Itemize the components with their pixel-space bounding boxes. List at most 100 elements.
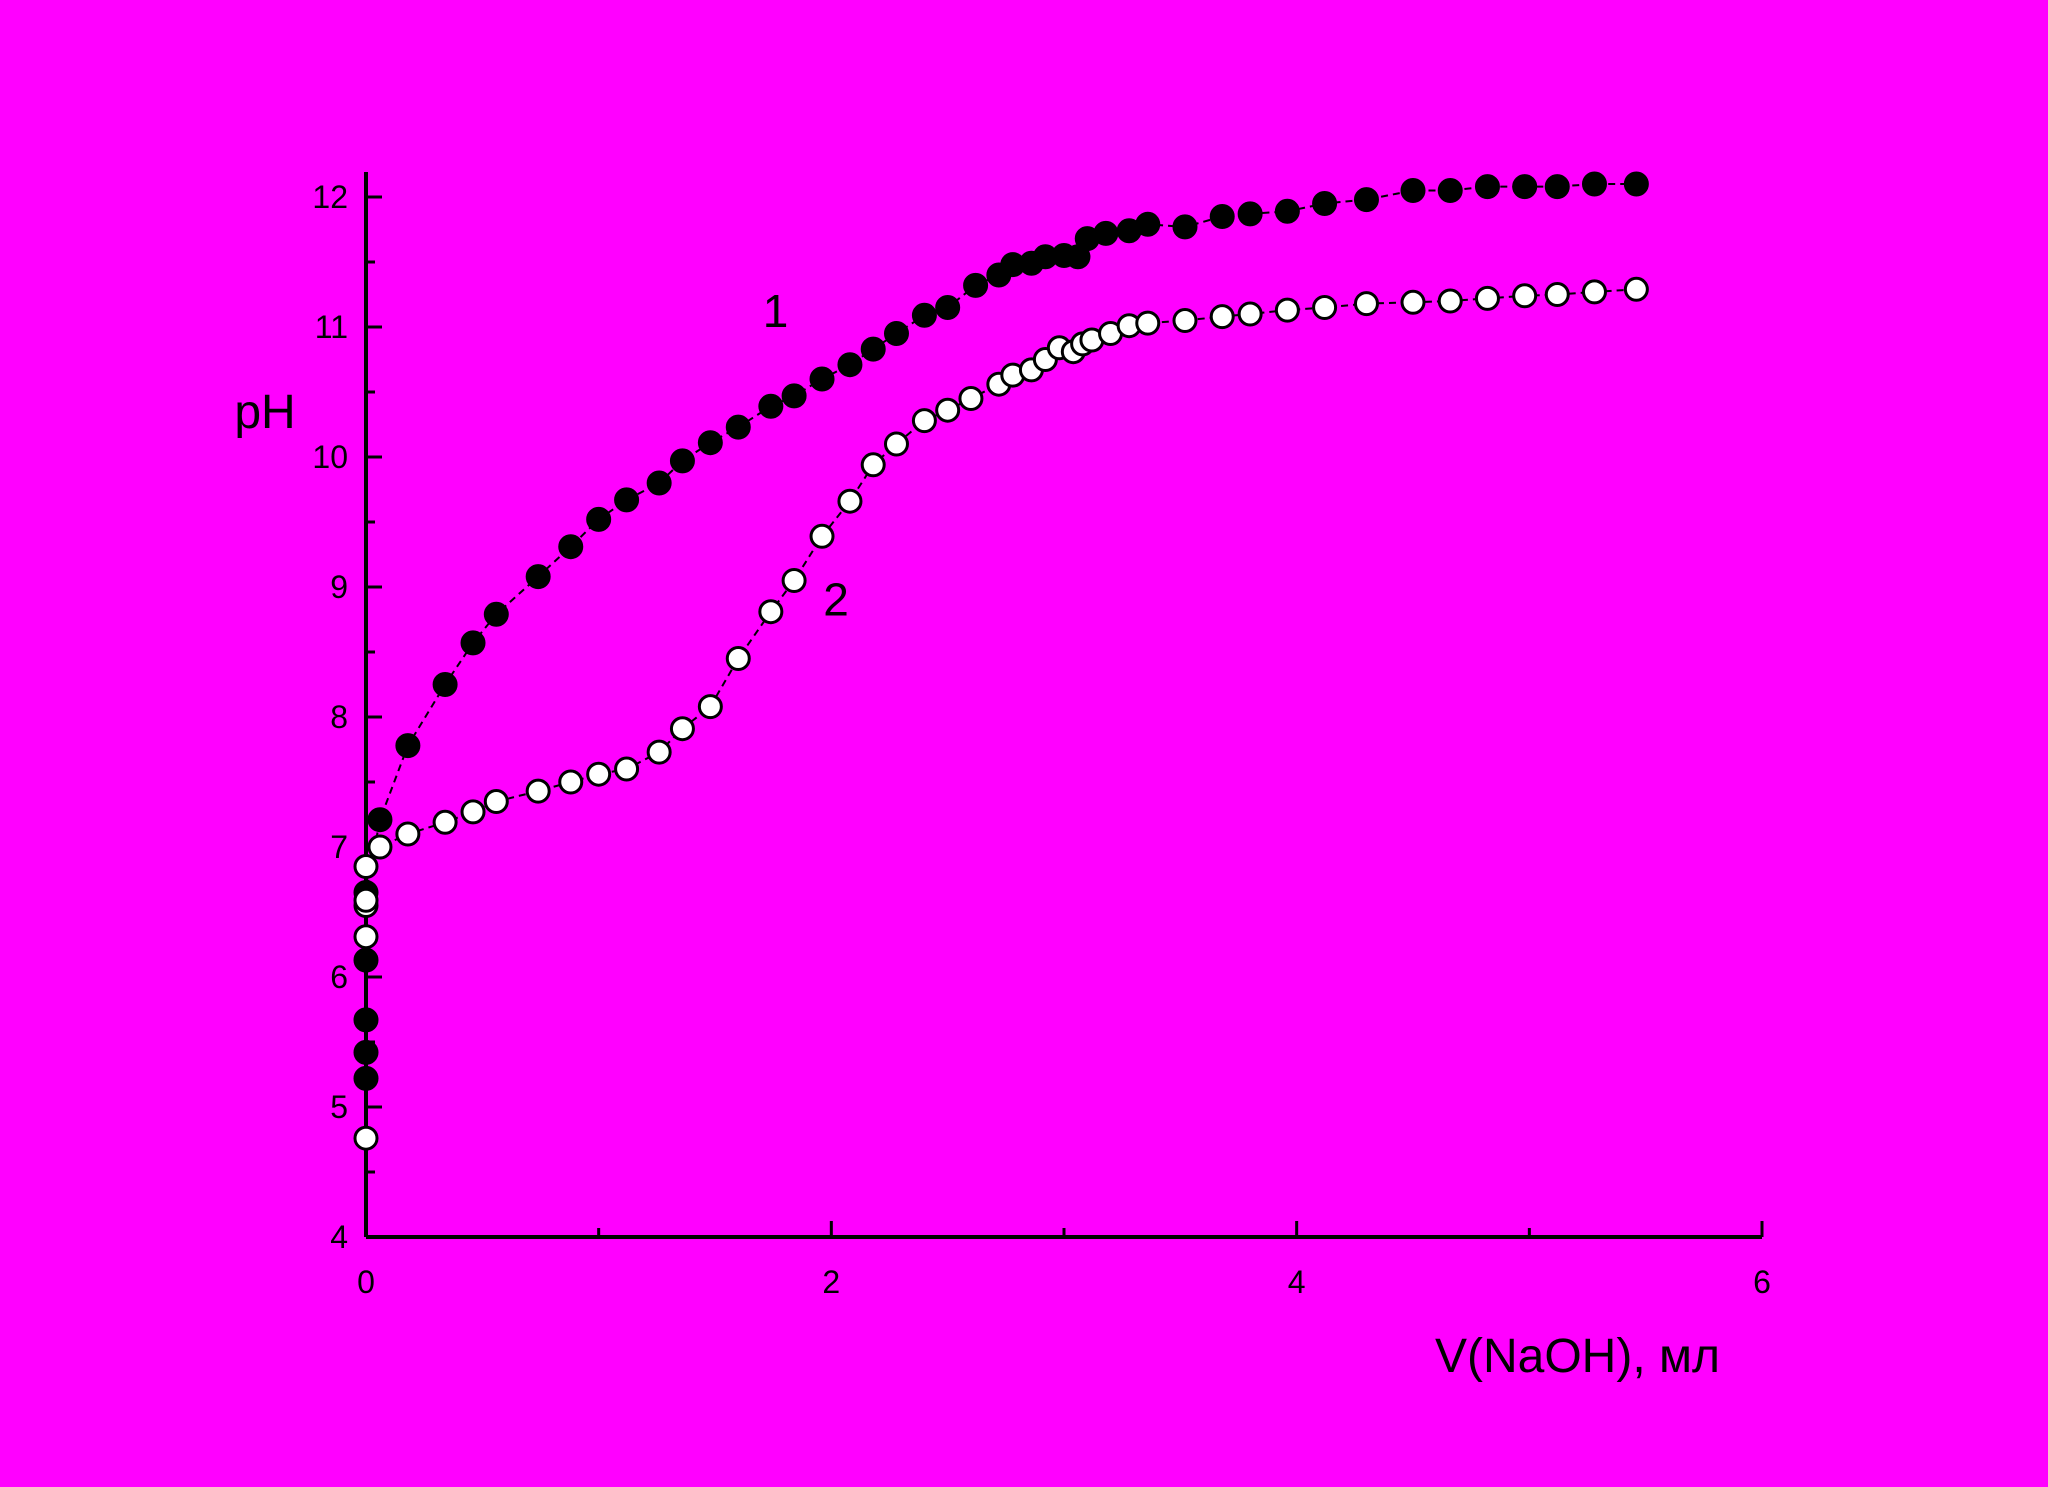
series-2-point: [935, 397, 961, 423]
series-1-point: [432, 672, 458, 697]
series-2-point: [483, 789, 509, 814]
series-2-point: [669, 716, 695, 742]
y-tick-label: 12: [312, 179, 348, 215]
series-2-point: [525, 778, 551, 804]
series-2-point: [353, 887, 379, 913]
series-1: 1: [353, 171, 1649, 1091]
series-2-point: [1474, 285, 1500, 311]
series-2-point: [725, 646, 751, 671]
y-tick-label: 6: [330, 959, 348, 995]
series-2-point: [1209, 304, 1235, 330]
series-1-point: [483, 601, 509, 627]
series-1-point: [725, 414, 751, 440]
series-1-point: [1093, 220, 1119, 246]
series-2: 2: [353, 276, 1649, 1151]
series-2-point: [1135, 310, 1161, 336]
series-1-point: [1209, 204, 1235, 229]
series-1-point: [586, 506, 612, 532]
series-1-point: [883, 321, 909, 346]
series-1-point: [1172, 214, 1198, 240]
series-1-point: [809, 366, 835, 392]
series-2-point: [911, 408, 937, 434]
x-tick-label: 0: [357, 1264, 375, 1300]
series-2-point: [1353, 291, 1379, 317]
x-axis-title: V(NaOH), мл: [1435, 1330, 1720, 1383]
series-2-point: [1623, 276, 1649, 302]
series-1-point: [353, 1007, 379, 1033]
series-2-point: [1172, 308, 1198, 333]
series-2-point: [958, 386, 984, 411]
series-2-point: [614, 756, 640, 782]
series-2-point: [395, 821, 421, 847]
series-2-point: [883, 431, 909, 457]
series-1-point: [1312, 191, 1338, 216]
series-1-point: [758, 393, 784, 419]
series-1-point: [1512, 174, 1538, 200]
series-2-point: [367, 834, 393, 860]
series-1-point: [935, 295, 961, 320]
series-1-point: [837, 352, 863, 378]
y-tick-label: 5: [330, 1089, 348, 1125]
series-2-point: [646, 739, 672, 765]
series-1-point: [395, 733, 421, 759]
series-2-point: [809, 523, 835, 549]
series-1-point: [697, 430, 723, 456]
x-tick-label: 4: [1288, 1264, 1306, 1300]
series-1-point: [1437, 178, 1463, 203]
series-1-point: [781, 383, 807, 409]
series-2-point: [353, 924, 379, 950]
series-1-point: [558, 534, 584, 560]
series-2-point: [697, 694, 723, 720]
series-2-label: 2: [823, 574, 849, 626]
series-1-point: [1544, 174, 1570, 200]
series-1-point: [646, 470, 672, 496]
y-tick-label: 11: [315, 309, 348, 345]
series-2-point: [460, 799, 486, 825]
series-2-point: [1237, 301, 1263, 327]
series-layer: 12: [353, 171, 1649, 1151]
series-2-point: [1400, 289, 1426, 315]
series-2-point: [1512, 283, 1538, 309]
y-axis-title: pH: [234, 386, 295, 439]
y-tick-label: 10: [312, 439, 348, 475]
series-2-point: [1581, 279, 1607, 305]
series-2-point: [860, 452, 886, 478]
series-1-point: [963, 272, 989, 298]
series-1-point: [911, 302, 937, 328]
series-1-point: [669, 448, 695, 474]
series-1-line: [365, 183, 1637, 1079]
series-1-label: 1: [763, 285, 789, 337]
series-2-point: [1437, 288, 1463, 314]
y-tick-label: 7: [330, 829, 348, 865]
series-2-point: [837, 488, 863, 514]
y-tick-label: 8: [330, 699, 348, 735]
y-tick-label: 4: [330, 1219, 348, 1255]
series-2-point: [558, 769, 584, 795]
series-2-point: [353, 1125, 379, 1151]
series-1-point: [1400, 178, 1426, 203]
series-1-point: [1474, 174, 1500, 200]
series-2-point: [353, 854, 379, 879]
series-1-point: [525, 564, 551, 590]
series-1-point: [860, 336, 886, 362]
y-tick-label: 9: [330, 569, 348, 605]
series-1-point: [614, 487, 640, 513]
axes: [364, 172, 1762, 1239]
series-2-point: [586, 761, 612, 787]
series-1-point: [367, 807, 393, 833]
series-2-point: [1274, 297, 1300, 323]
x-tick-label: 2: [822, 1264, 840, 1300]
series-1-point: [1353, 187, 1379, 213]
series-2-point: [432, 809, 458, 835]
series-1-point: [1237, 201, 1263, 227]
series-2-point: [758, 599, 784, 625]
series-2-point: [1544, 282, 1570, 307]
series-2-line: [365, 288, 1637, 1139]
series-1-point: [1135, 211, 1161, 237]
series-1-point: [1274, 198, 1300, 224]
series-1-point: [1623, 171, 1649, 197]
series-1-point: [1581, 171, 1607, 197]
series-2-point: [1312, 295, 1338, 320]
series-2-point: [781, 568, 807, 593]
